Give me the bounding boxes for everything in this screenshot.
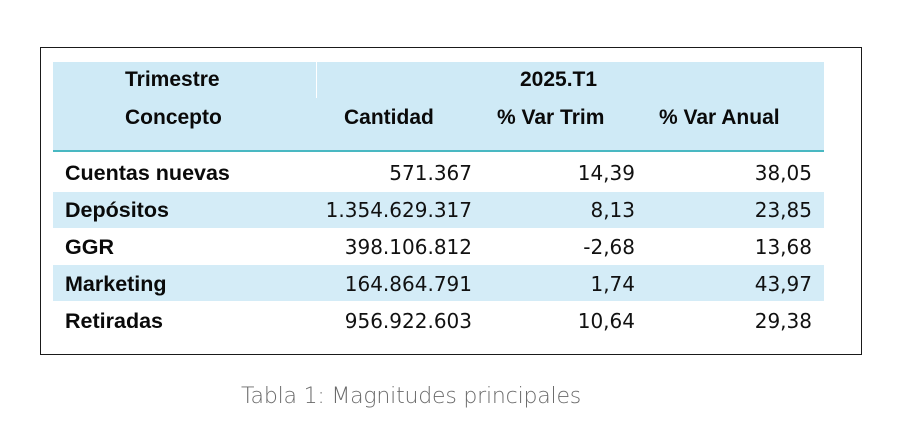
- header-divider: [316, 62, 317, 98]
- cell-cantidad: 164.864.791: [344, 272, 472, 296]
- row-label: Depósitos: [65, 198, 169, 222]
- cell-cantidad: 956.922.603: [344, 309, 472, 333]
- header-period: 2025.T1: [520, 68, 598, 91]
- cell-var-anual: 13,68: [754, 235, 812, 259]
- row-label: Cuentas nuevas: [65, 161, 230, 185]
- cell-var-trim: 14,39: [577, 161, 635, 185]
- table-frame: [40, 47, 862, 355]
- cell-var-anual: 23,85: [754, 198, 812, 222]
- header-rule: [53, 150, 824, 152]
- row-label: Marketing: [65, 272, 167, 296]
- header-col-var-anual: % Var Anual: [659, 106, 780, 129]
- header-concepto: Concepto: [125, 106, 222, 129]
- cell-cantidad: 571.367: [389, 161, 472, 185]
- table-caption: Tabla 1: Magnitudes principales: [240, 384, 582, 409]
- row-label: Retiradas: [65, 309, 163, 333]
- header-trimestre: Trimestre: [125, 68, 220, 91]
- row-label: GGR: [65, 235, 114, 259]
- cell-var-trim: 1,74: [590, 272, 635, 296]
- cell-var-trim: 8,13: [590, 198, 635, 222]
- cell-cantidad: 398.106.812: [344, 235, 472, 259]
- table-header: [53, 62, 824, 151]
- cell-cantidad: 1.354.629.317: [325, 198, 472, 222]
- row-band: [53, 265, 824, 301]
- cell-var-anual: 38,05: [754, 161, 812, 185]
- cell-var-trim: -2,68: [583, 235, 635, 259]
- cell-var-anual: 43,97: [754, 272, 812, 296]
- row-band: [53, 192, 824, 228]
- header-col-var-trim: % Var Trim: [497, 106, 605, 129]
- cell-var-trim: 10,64: [577, 309, 635, 333]
- cell-var-anual: 29,38: [754, 309, 812, 333]
- header-col-cantidad: Cantidad: [344, 106, 434, 129]
